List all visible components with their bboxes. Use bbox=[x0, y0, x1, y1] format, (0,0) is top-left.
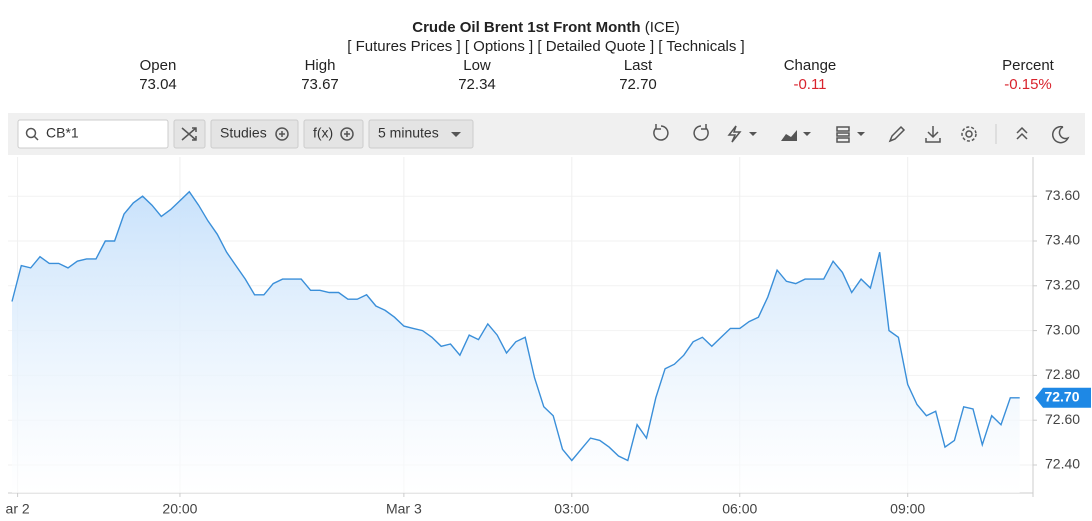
link[interactable]: [ Options ] bbox=[465, 38, 533, 55]
link[interactable]: [ Detailed Quote ] bbox=[537, 38, 654, 55]
settings-icon bbox=[961, 126, 977, 142]
quote-value: 73.04 bbox=[139, 76, 177, 93]
plus-icon bbox=[340, 127, 354, 141]
dropdown-icon bbox=[803, 132, 811, 136]
compare-icon bbox=[181, 127, 197, 141]
dropdown-icon bbox=[749, 132, 757, 136]
title: Crude Oil Brent 1st Front Month (ICE) bbox=[412, 19, 680, 36]
plus-icon bbox=[279, 131, 285, 137]
toolbar: CB*1 Studies f(x) 5 minutes bbox=[8, 113, 1085, 155]
undo-icon[interactable] bbox=[653, 124, 669, 141]
search-icon bbox=[33, 135, 39, 141]
dropdown-icon bbox=[857, 132, 865, 136]
links: [ Futures Prices ] [ Options ] [ Detaile… bbox=[347, 38, 744, 55]
draw-tool-icon[interactable] bbox=[727, 125, 742, 143]
quote-value: 72.70 bbox=[619, 76, 657, 93]
quote-label: Last bbox=[624, 57, 653, 74]
interval-button[interactable] bbox=[368, 119, 474, 149]
line bbox=[11, 190, 1020, 462]
y-tick-label: 72.60 bbox=[1045, 411, 1080, 427]
link[interactable]: [ Futures Prices ] bbox=[347, 38, 460, 55]
quote-label: Change bbox=[784, 57, 837, 74]
interval-label: 5 minutes bbox=[378, 125, 439, 141]
studies-button[interactable] bbox=[210, 119, 299, 149]
link[interactable]: [ Technicals ] bbox=[658, 38, 744, 55]
quote-label: High bbox=[305, 57, 336, 74]
y-tick-label: 73.00 bbox=[1045, 321, 1080, 337]
y-tick-label: 73.20 bbox=[1045, 277, 1080, 293]
redo-icon[interactable] bbox=[693, 124, 709, 141]
studies-label: Studies bbox=[220, 125, 267, 141]
fx-label: f(x) bbox=[313, 125, 333, 141]
fx-button[interactable] bbox=[303, 119, 364, 149]
x-tick-label: 20:00 bbox=[162, 501, 197, 517]
title-name: Crude Oil Brent 1st Front Month bbox=[412, 19, 640, 36]
y-tick-label: 73.60 bbox=[1045, 187, 1080, 203]
quote-value: -0.15% bbox=[1004, 76, 1052, 93]
quote-value: 73.67 bbox=[301, 76, 339, 93]
search-icon bbox=[25, 127, 37, 139]
x-tick-label: ar 2 bbox=[6, 501, 30, 517]
theme-icon[interactable] bbox=[1052, 125, 1070, 144]
download-icon[interactable] bbox=[925, 126, 941, 143]
x-tick-label: 09:00 bbox=[890, 501, 925, 517]
toolbar-bg bbox=[8, 113, 1085, 155]
dropdown-icon bbox=[451, 132, 461, 137]
y-tick-label: 73.40 bbox=[1045, 232, 1080, 248]
settings-icon[interactable] bbox=[965, 130, 973, 138]
layout-icon[interactable] bbox=[836, 126, 850, 143]
quote-label: Low bbox=[463, 57, 491, 74]
quote-row: Open 73.04 High 73.67 Low 72.34 Last 72.70 Chang… bbox=[139, 57, 1054, 93]
title-exchange: (ICE) bbox=[645, 19, 680, 36]
y-tick-label: 72.40 bbox=[1045, 456, 1080, 472]
x-tick-label: 03:00 bbox=[554, 501, 589, 517]
symbol: CB*1 bbox=[46, 125, 79, 141]
plus-icon bbox=[275, 127, 289, 141]
y-tick-label: 72.80 bbox=[1045, 366, 1080, 382]
symbol-input[interactable] bbox=[17, 119, 169, 149]
x-tick-label: Mar 3 bbox=[386, 501, 422, 517]
quote-label: Percent bbox=[1002, 57, 1055, 74]
price-badge bbox=[1035, 387, 1091, 408]
chart-type-icon[interactable] bbox=[781, 130, 797, 141]
price-badge-label: 72.70 bbox=[1044, 389, 1079, 405]
pencil-icon[interactable] bbox=[888, 125, 906, 143]
quote-value: 72.34 bbox=[458, 76, 496, 93]
x-tick-label: 06:00 bbox=[722, 501, 757, 517]
quote-value: -0.11 bbox=[793, 76, 826, 93]
collapse-icon[interactable] bbox=[1016, 126, 1028, 140]
chart: 72.40 72.60 72.80 73.00 73.20 73.40 73.60 ar 2 2… bbox=[6, 157, 1091, 517]
plus-icon bbox=[344, 131, 350, 137]
quote-label: Open bbox=[140, 57, 177, 74]
